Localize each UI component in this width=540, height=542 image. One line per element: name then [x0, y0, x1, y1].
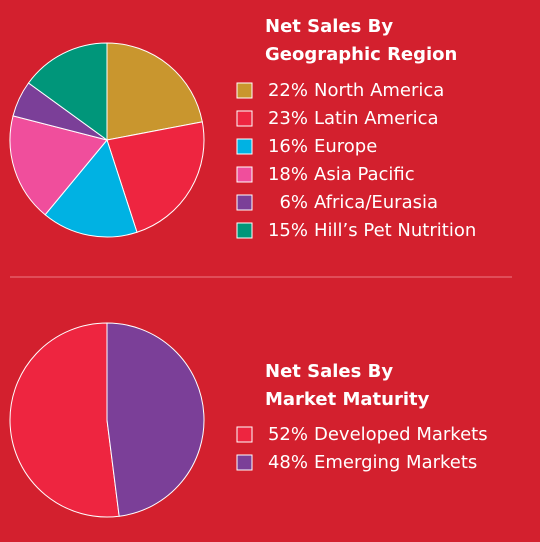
legend-title: Geographic Region: [265, 44, 457, 65]
legend-value: 18%: [268, 164, 308, 185]
legend-title: Net Sales By: [265, 361, 393, 382]
legend-value: 6%: [279, 192, 308, 213]
pie-slice: [44, 138, 138, 238]
legend-value: 16%: [268, 136, 308, 157]
legend-swatch: [236, 166, 253, 183]
legend-swatch: [236, 426, 253, 443]
pie-slice: [106, 121, 205, 233]
pie-slice: [27, 42, 108, 141]
legend-swatch: [236, 110, 253, 127]
legend-value: 15%: [268, 220, 308, 241]
legend-swatch: [236, 222, 253, 239]
legend-label: Europe: [314, 136, 377, 157]
legend-value: 48%: [268, 452, 308, 473]
legend-label: Africa/Eurasia: [314, 192, 438, 213]
legend-label: Latin America: [314, 108, 439, 129]
pie-slice: [9, 115, 108, 216]
legend-label: North America: [314, 80, 444, 101]
legend-swatch: [236, 138, 253, 155]
legend-swatch: [236, 454, 253, 471]
legend-value: 23%: [268, 108, 308, 129]
legend-label: Asia Pacific: [314, 164, 415, 185]
legend-value: 22%: [268, 80, 308, 101]
pie-slice: [106, 322, 205, 517]
legend-label: Hill’s Pet Nutrition: [314, 220, 476, 241]
pie-slice: [106, 42, 203, 141]
legend-label: Emerging Markets: [314, 452, 477, 473]
legend-swatch: [236, 82, 253, 99]
legend-swatch: [236, 194, 253, 211]
legend-title: Net Sales By: [265, 16, 393, 37]
legend-label: Developed Markets: [314, 424, 488, 445]
pie-slice: [9, 322, 120, 518]
legend-value: 52%: [268, 424, 308, 445]
legend-title: Market Maturity: [265, 389, 430, 410]
